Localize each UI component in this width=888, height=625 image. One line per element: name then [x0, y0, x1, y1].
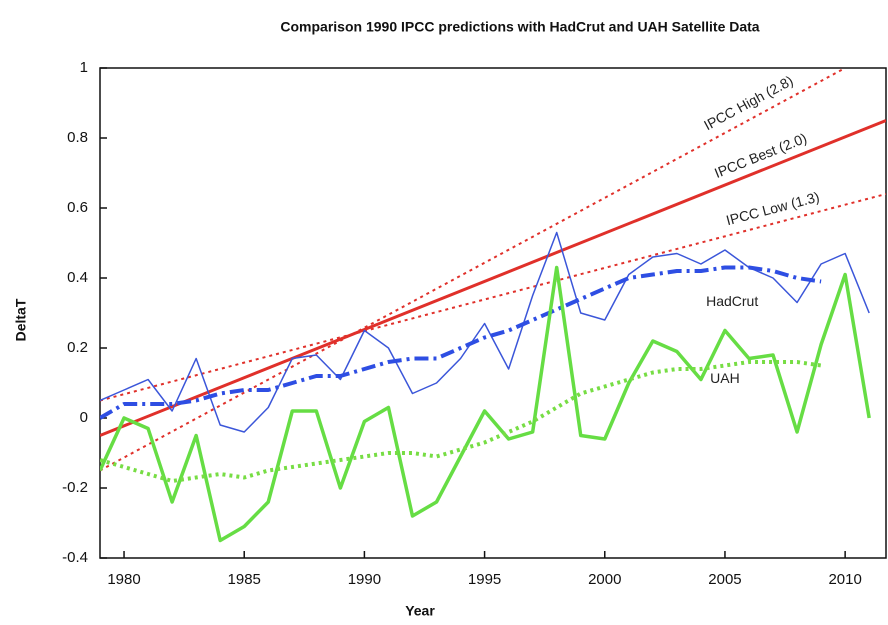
- series-line: [100, 265, 871, 543]
- y-tick-label: 1: [80, 59, 88, 76]
- y-axis-label: DeltaT: [13, 298, 29, 341]
- y-tick-label: 0: [80, 409, 88, 426]
- x-tick-label: 2000: [588, 571, 621, 588]
- x-tick-label: 2005: [708, 571, 741, 588]
- y-tick-label: 0.4: [67, 269, 88, 286]
- series-line: [100, 119, 886, 437]
- series-label: IPCC Best (2.0): [712, 130, 809, 181]
- series-label: IPCC High (2.8): [701, 72, 796, 133]
- series-line: [100, 231, 870, 433]
- series-label: UAH: [710, 370, 740, 386]
- x-axis-label: Year: [405, 603, 435, 619]
- series-line: [100, 193, 886, 402]
- series-line: [100, 360, 822, 483]
- series-label: IPCC Low (1.3): [724, 189, 821, 229]
- y-tick-label: -0.2: [62, 479, 88, 496]
- series-label: HadCrut: [706, 293, 758, 309]
- y-tick-label: 0.8: [67, 129, 88, 146]
- x-tick-label: 1995: [468, 571, 501, 588]
- y-tick-label: 0.6: [67, 199, 88, 216]
- plot-frame: [99, 67, 887, 559]
- y-tick-label: 0.2: [67, 339, 88, 356]
- x-tick-label: 2010: [828, 571, 861, 588]
- x-tick-label: 1990: [348, 571, 381, 588]
- x-tick-label: 1980: [107, 571, 140, 588]
- series-line: [100, 68, 846, 472]
- chart-title: Comparison 1990 IPCC predictions with Ha…: [280, 19, 759, 35]
- x-tick-label: 1985: [228, 571, 261, 588]
- y-tick-label: -0.4: [62, 549, 88, 566]
- series-line: [100, 265, 822, 420]
